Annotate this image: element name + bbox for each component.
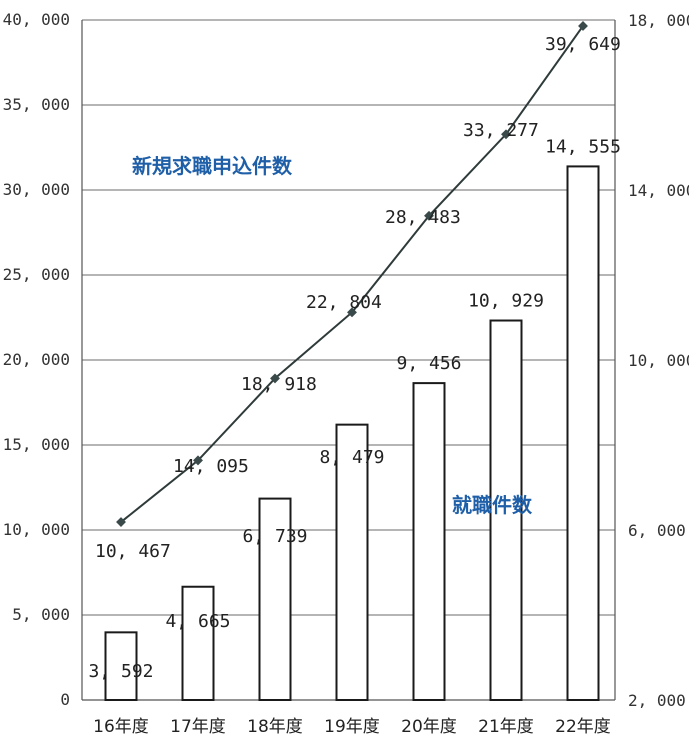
line-data-label: 18, 918 — [241, 374, 317, 395]
gridlines — [81, 19, 616, 701]
right-tick-label: 2, 000 — [628, 691, 686, 710]
right-tick-label: 10, 000 — [628, 351, 689, 370]
line-data-label: 10, 467 — [95, 541, 171, 562]
bar — [181, 585, 215, 701]
line-series: 10, 467 14, 095 18, 918 22, 804 28, 483 33, 2… — [95, 21, 621, 562]
right-tick-label: 18, 000 — [628, 11, 689, 30]
left-tick-label: 15, 000 — [3, 435, 70, 454]
bar — [335, 423, 369, 701]
line-marker — [347, 307, 357, 318]
line-marker — [424, 210, 434, 221]
category-label: 22年度 — [555, 717, 611, 737]
line-series-title: 新規求職申込件数 — [132, 154, 293, 178]
line-data-label: 28, 483 — [385, 207, 461, 228]
bar-data-label: 14, 555 — [545, 136, 621, 157]
line-marker — [578, 21, 588, 31]
bar — [104, 631, 138, 702]
category-label: 20年度 — [401, 717, 457, 737]
bar-data-label: 4, 665 — [165, 611, 230, 632]
bar-data-label: 8, 479 — [319, 447, 384, 468]
left-tick-label: 20, 000 — [3, 350, 70, 369]
category-label: 16年度 — [93, 717, 149, 737]
line-marker — [501, 129, 511, 140]
line-data-label: 14, 095 — [173, 456, 249, 477]
line-data-label: 22, 804 — [306, 292, 382, 313]
bar — [258, 497, 292, 701]
bar — [412, 382, 446, 701]
category-label: 19年度 — [324, 717, 380, 737]
line-marker — [116, 517, 126, 528]
bar-series-title: 就職件数 — [452, 493, 533, 517]
category-label: 17年度 — [170, 717, 226, 737]
right-tick-label: 6, 000 — [628, 521, 686, 540]
line-data-label: 33, 277 — [463, 120, 539, 141]
left-tick-label: 10, 000 — [3, 520, 70, 539]
bar — [566, 165, 600, 702]
line-data-label: 39, 649 — [545, 34, 621, 55]
bar — [489, 319, 523, 701]
category-labels: 16年度 17年度 18年度 19年度 20年度 21年度 22年度 — [93, 717, 611, 737]
bar-data-label: 3, 592 — [88, 661, 153, 682]
line-marker — [270, 373, 280, 384]
line-marker — [193, 455, 203, 466]
bar-data-label: 9, 456 — [396, 353, 461, 374]
left-tick-label: 5, 000 — [12, 605, 70, 624]
right-axis-ticks: 2, 000 6, 000 10, 000 14, 000 18, 000 — [628, 11, 689, 710]
category-label: 21年度 — [478, 717, 534, 737]
bar-data-label: 10, 929 — [468, 291, 544, 312]
bar-series: 3, 592 4, 665 6, 739 8, 479 9, 456 10, 929 14,… — [88, 136, 621, 702]
category-label: 18年度 — [247, 717, 303, 737]
bar-data-label: 6, 739 — [242, 526, 307, 547]
left-tick-label: 30, 000 — [3, 180, 70, 199]
left-tick-label: 25, 000 — [3, 265, 70, 284]
left-tick-label: 40, 000 — [3, 10, 70, 29]
left-tick-label: 35, 000 — [3, 95, 70, 114]
left-axis-ticks: 0 5, 000 10, 000 15, 000 20, 000 25, 000 30, 0… — [3, 10, 70, 709]
left-tick-label: 0 — [60, 690, 70, 709]
right-tick-label: 14, 000 — [628, 181, 689, 200]
